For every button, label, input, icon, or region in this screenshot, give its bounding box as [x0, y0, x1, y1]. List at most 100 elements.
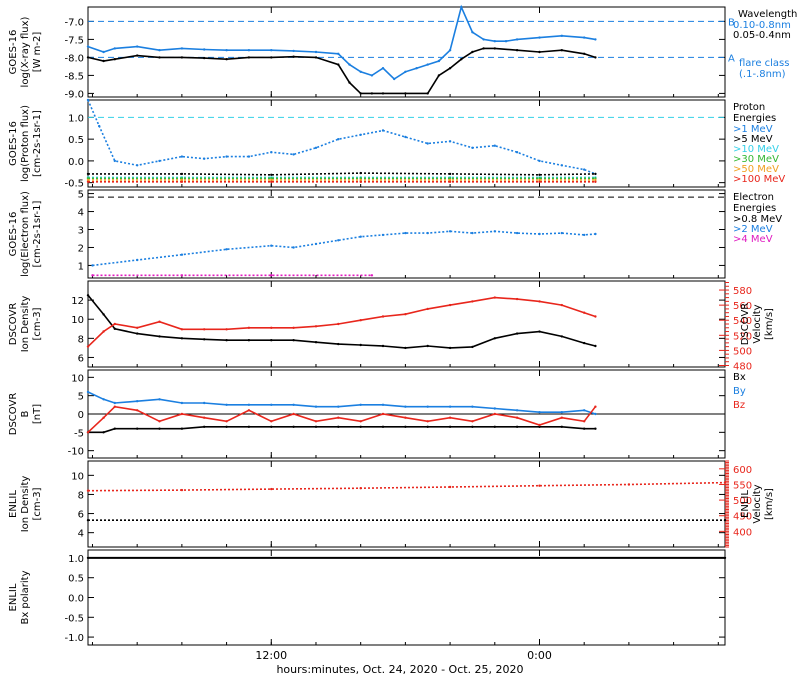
reference-line-label: A	[728, 53, 735, 64]
y-tick-label: 0.5	[68, 574, 84, 585]
data-point	[493, 40, 496, 43]
panel-frame	[87, 189, 726, 279]
data-point	[180, 47, 184, 50]
data-point	[560, 231, 563, 235]
data-point	[538, 425, 541, 428]
data-point	[448, 405, 452, 408]
panel-frame	[87, 460, 726, 548]
data-point	[98, 124, 101, 128]
data-point	[560, 303, 563, 307]
data-point	[515, 425, 519, 428]
data-point	[493, 230, 496, 233]
y-axis-label: [cm-3]	[32, 487, 43, 520]
y-axis-label: [cm-2s-1sr-1]	[32, 200, 43, 267]
data-point	[113, 322, 117, 326]
data-point	[158, 427, 161, 430]
y2-tick-label: 500	[733, 346, 752, 357]
data-point	[270, 244, 273, 247]
data-point	[203, 328, 206, 331]
x-axis-label: hours:minutes, Oct. 24, 2020 - Oct. 25, …	[276, 663, 523, 676]
panel-frame	[87, 549, 726, 646]
data-point	[415, 67, 418, 70]
y-axis-label: GOES-16	[8, 121, 19, 166]
legend-entry: 0.05-0.4nm	[733, 30, 791, 41]
data-point	[471, 300, 474, 303]
data-point	[471, 420, 474, 423]
series-velocity	[87, 481, 726, 492]
data-point	[381, 344, 385, 348]
legend-title: Proton	[733, 102, 765, 113]
data-point	[515, 49, 519, 52]
y-tick-label: 1	[78, 261, 84, 272]
data-point	[448, 180, 452, 183]
data-point	[437, 59, 441, 63]
y-axis-label: log(Electron flux)	[20, 191, 31, 277]
data-point	[538, 232, 541, 236]
data-point	[515, 409, 519, 412]
y-tick-label: -1.0	[64, 633, 84, 644]
data-point	[136, 54, 139, 57]
legend-entry: >30 MeV	[733, 154, 779, 165]
data-point	[538, 180, 541, 183]
data-point	[136, 326, 139, 329]
legend-entry: >100 MeV	[733, 174, 785, 185]
legend-entry: By	[733, 386, 746, 397]
data-point	[359, 343, 362, 347]
data-point	[270, 173, 273, 176]
data-point	[448, 416, 452, 419]
legend-title: Energies	[733, 203, 776, 214]
reference-line-label: B	[728, 17, 735, 28]
y-tick-label: 8	[78, 490, 84, 501]
data-point	[225, 339, 228, 342]
data-point	[359, 92, 362, 95]
legend-note: (.1-.8nm)	[739, 69, 786, 80]
data-point	[314, 420, 318, 423]
data-point	[594, 56, 597, 59]
legend-entry: >5 MeV	[733, 134, 773, 145]
data-point	[270, 339, 273, 342]
panel-frame	[87, 6, 726, 98]
panel-frame	[87, 99, 726, 188]
data-point	[270, 177, 273, 180]
y2-tick-label: 580	[733, 286, 752, 297]
data-point	[560, 335, 563, 338]
data-point	[448, 178, 452, 182]
data-point	[448, 67, 452, 70]
y-tick-label: -5	[74, 428, 84, 439]
data-point	[594, 172, 597, 176]
y-axis-label: DSCOVR	[8, 303, 19, 346]
panel-enlil_polarity: 1.0 0.5 0.0 -0.5 -1.0 ENLIL Bx polarity	[8, 549, 727, 646]
data-point	[471, 405, 474, 408]
data-point	[404, 346, 407, 350]
y-axis-label: B	[20, 410, 31, 417]
series-01008nm	[87, 4, 596, 81]
data-point	[348, 63, 351, 66]
legend-entry: Bx	[733, 372, 746, 383]
data-point	[180, 56, 184, 59]
y-axis-label: GOES-16	[8, 30, 19, 75]
data-point	[292, 403, 295, 406]
data-point	[583, 420, 586, 423]
data-point	[493, 144, 496, 147]
data-point	[426, 63, 429, 66]
data-point	[359, 133, 362, 136]
data-point	[180, 401, 184, 405]
data-point	[136, 400, 139, 403]
data-point	[203, 401, 206, 405]
data-point	[448, 425, 452, 428]
data-point	[337, 405, 340, 408]
data-point	[113, 405, 117, 408]
data-point	[270, 178, 273, 182]
data-point	[136, 332, 139, 335]
data-point	[113, 58, 117, 61]
x-tick-label: 12:00	[255, 649, 287, 662]
y-tick-label: 12	[71, 296, 84, 307]
data-point	[437, 74, 441, 77]
y-axis-label: log(Proton flux)	[20, 105, 31, 182]
data-point	[225, 425, 228, 428]
data-point	[583, 341, 586, 345]
data-point	[86, 390, 90, 394]
y-tick-label: 0.5	[68, 135, 84, 146]
data-point	[359, 178, 362, 182]
